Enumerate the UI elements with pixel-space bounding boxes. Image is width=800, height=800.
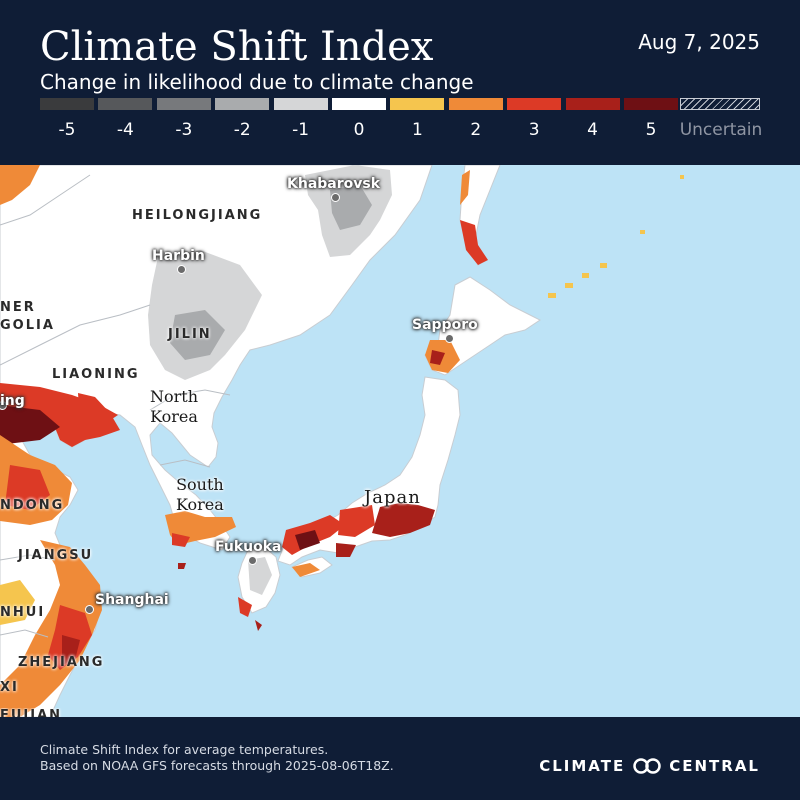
legend-item: -2 (215, 98, 270, 144)
label-shandong: NDONG (0, 498, 65, 513)
legend-swatch (565, 98, 620, 110)
csi-positive-areas (0, 165, 488, 717)
page-title: Climate Shift Index (40, 24, 434, 70)
map: HEILONGJIANG JILIN LIAONING NER GOLIA ND… (0, 165, 800, 717)
legend-swatch (215, 98, 270, 110)
label-sapporo: Sapporo (412, 317, 478, 333)
brand-text-right: CENTRAL (669, 757, 760, 775)
label-inner-mongolia-2: GOLIA (0, 318, 55, 333)
legend: 5 4 3 2 1 0 -1 -2 -3 -4 -5 Uncertain (40, 98, 762, 148)
legend-label: 3 (528, 120, 540, 140)
brand-text-left: CLIMATE (539, 757, 626, 775)
climate-central-logo: CLIMATE CENTRAL (539, 757, 760, 775)
legend-swatch (332, 98, 386, 110)
label-zhejiang: ZHEJIANG (18, 655, 105, 670)
legend-label: 1 (411, 120, 423, 140)
legend-swatch (156, 98, 211, 110)
legend-label: -1 (292, 120, 310, 140)
label-anhui: NHUI (0, 605, 46, 620)
legend-swatch (624, 98, 678, 110)
legend-item: 1 (390, 98, 445, 144)
legend-label: 0 (353, 120, 365, 140)
page-subtitle: Change in likelihood due to climate chan… (40, 70, 474, 94)
legend-swatch (273, 98, 328, 110)
header: Climate Shift Index Change in likelihood… (0, 0, 800, 165)
legend-item: -4 (98, 98, 153, 144)
city-dot-harbin (177, 265, 186, 274)
city-dot-beijing (0, 401, 7, 410)
legend-swatch-uncertain (680, 98, 760, 110)
label-khabarovsk: Khabarovsk (287, 176, 381, 192)
footer-note: Climate Shift Index for average temperat… (40, 742, 394, 774)
legend-swatch (390, 98, 445, 110)
legend-label: -5 (58, 120, 76, 140)
legend-swatch (448, 98, 503, 110)
legend-swatch (40, 98, 94, 110)
legend-item: 3 (507, 98, 562, 144)
label-beijing: ing (0, 393, 25, 409)
legend-label: -4 (116, 120, 134, 140)
legend-label: 5 (645, 120, 657, 140)
label-jiangxi: XI (0, 680, 19, 695)
legend-item: -3 (156, 98, 211, 144)
kuril-islands (548, 175, 684, 298)
label-jilin: JILIN (168, 327, 212, 342)
label-north-korea: North Korea (150, 387, 199, 426)
label-jiangsu: JIANGSU (18, 548, 94, 563)
legend-item: -1 (273, 98, 328, 144)
forecast-date: Aug 7, 2025 (638, 30, 760, 54)
legend-swatch (507, 98, 562, 110)
legend-item: 2 (448, 98, 503, 144)
legend-label: 2 (470, 120, 482, 140)
legend-item: 4 (565, 98, 620, 144)
label-fujian: FUJIAN (0, 708, 63, 717)
label-liaoning: LIAONING (52, 367, 140, 382)
legend-swatch (98, 98, 153, 110)
linked-rings-icon (633, 758, 661, 774)
footer-note-line2: Based on NOAA GFS forecasts through 2025… (40, 758, 394, 773)
label-shanghai: Shanghai (95, 592, 169, 608)
label-south-korea: South Korea (176, 475, 224, 514)
csi-negative-areas (148, 165, 392, 595)
legend-item: -5 (40, 98, 94, 144)
legend-item-uncertain: Uncertain (680, 98, 762, 144)
city-dot-sapporo (445, 334, 454, 343)
legend-label: -2 (233, 120, 251, 140)
footer-note-line1: Climate Shift Index for average temperat… (40, 742, 329, 757)
legend-item: 0 (332, 98, 386, 144)
city-dot-fukuoka (248, 556, 257, 565)
city-dot-khabarovsk (331, 193, 340, 202)
legend-label: 4 (587, 120, 598, 140)
map-canvas (0, 165, 684, 717)
legend-label: -3 (175, 120, 193, 140)
label-harbin: Harbin (152, 248, 205, 264)
label-heilongjiang: HEILONGJIANG (132, 208, 263, 223)
label-fukuoka: Fukuoka (215, 539, 282, 555)
legend-label-uncertain: Uncertain (679, 120, 763, 140)
borders (0, 174, 231, 638)
label-inner-mongolia-1: NER (0, 300, 36, 315)
label-japan: Japan (364, 487, 421, 508)
legend-item: 5 (624, 98, 678, 144)
footer: Climate Shift Index for average temperat… (0, 717, 800, 800)
city-dot-shanghai (85, 605, 94, 614)
